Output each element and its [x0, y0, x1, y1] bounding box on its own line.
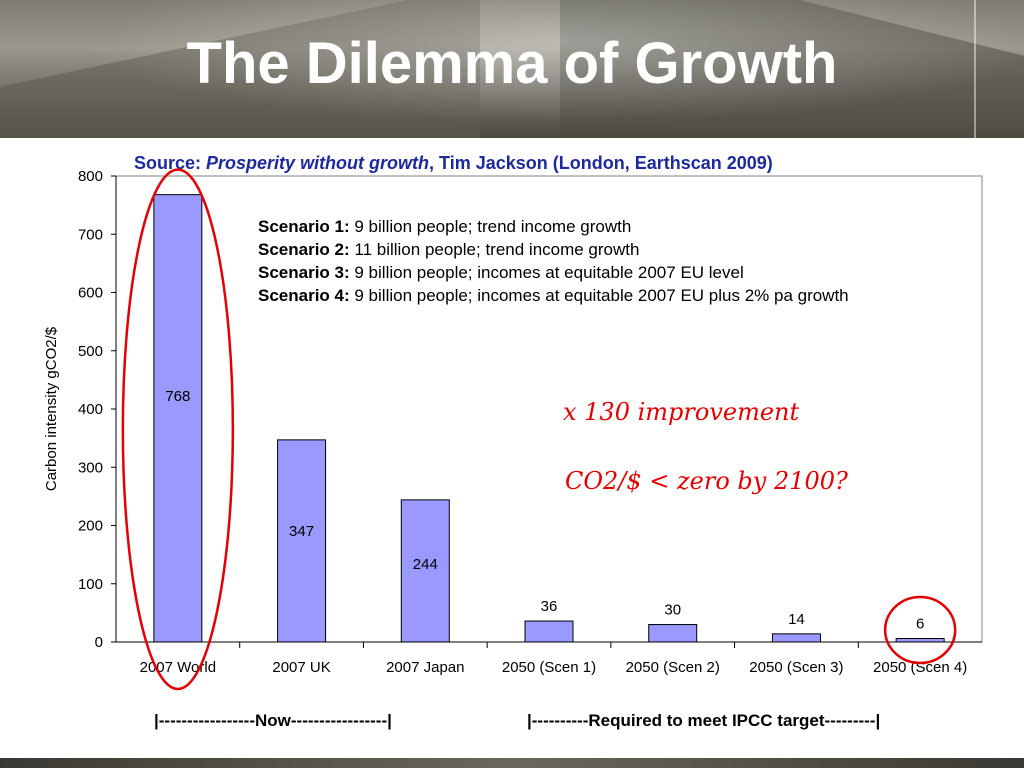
y-tick-label: 800: [78, 168, 103, 185]
y-tick-label: 100: [78, 576, 103, 593]
scenario-1-line: Scenario 1: 9 billion people; trend inco…: [258, 217, 631, 237]
question-annotation: CO2/$ < zero by 2100?: [565, 467, 848, 495]
scenario-2-label: Scenario 2:: [258, 240, 350, 259]
x-category-label: 2007 World: [140, 659, 216, 676]
footer-required: |----------Required to meet IPCC target-…: [527, 711, 881, 730]
y-tick-label: 400: [78, 401, 103, 418]
bottom-strip: [0, 758, 1024, 768]
banner-edge-line: [974, 0, 976, 138]
y-tick-label: 300: [78, 459, 103, 476]
y-tick-label: 500: [78, 343, 103, 360]
highlight-ellipses: [121, 168, 957, 691]
scenario-3-text: 9 billion people; incomes at equitable 2…: [349, 263, 744, 282]
bar: [771, 633, 821, 643]
scenario-4-label: Scenario 4:: [258, 286, 350, 305]
category-labels: 2007 World 2007 UK 2007 Japan 2050 (Scen 1)…: [140, 659, 968, 676]
y-tick-label: 0: [95, 634, 103, 651]
y-tick-label: 700: [78, 226, 103, 243]
x-category-label: 2050 (Scen 1): [502, 659, 596, 676]
data-labels: 768 347 244 36 30 14 6: [165, 388, 924, 633]
data-label: 6: [916, 616, 924, 633]
sky-haze: [0, 0, 1024, 138]
data-label: 768: [165, 388, 190, 405]
bar: [153, 194, 203, 643]
footer-now: |-----------------Now-----------------|: [154, 711, 392, 730]
data-label: 30: [664, 602, 681, 619]
title-text: The Dilemma of Growth: [186, 31, 838, 96]
data-label: 14: [788, 611, 805, 628]
x-category-label: 2007 UK: [272, 659, 330, 676]
highlight-ellipse: [883, 595, 957, 665]
bar: [895, 638, 945, 643]
plot-area: [115, 175, 983, 643]
source-citation: Source: Prosperity without growth, Tim J…: [134, 153, 773, 174]
bar: [648, 624, 698, 643]
source-prefix: Source:: [134, 153, 207, 173]
scenario-4-line: Scenario 4: 9 billion people; incomes at…: [258, 286, 849, 306]
y-tick-label: 200: [78, 518, 103, 535]
x-category-label: 2007 Japan: [386, 659, 464, 676]
scenario-4-text: 9 billion people; incomes at equitable 2…: [349, 286, 849, 305]
y-axis-label: Carbon intensity gCO2/$: [43, 326, 60, 491]
x-category-label: 2050 (Scen 3): [749, 659, 843, 676]
source-book-title: Prosperity without growth: [206, 153, 430, 173]
scenario-3-line: Scenario 3: 9 billion people; incomes at…: [258, 263, 744, 283]
header-banner: [0, 0, 1024, 138]
y-tick-label: 600: [78, 285, 103, 302]
scenario-1-label: Scenario 1:: [258, 217, 350, 236]
improvement-annotation: x 130 improvement: [563, 398, 800, 426]
x-category-label: 2050 (Scen 4): [873, 659, 967, 676]
data-label: 36: [541, 598, 558, 615]
scenario-2-line: Scenario 2: 11 billion people; trend inc…: [258, 240, 639, 260]
scenario-3-label: Scenario 3:: [258, 263, 350, 282]
y-ticks: 0 100 200 300 400 500 600 700 800: [78, 168, 116, 651]
bar: [524, 620, 574, 643]
x-category-label: 2050 (Scen 2): [626, 659, 720, 676]
page-title: The Dilemma of Growth: [0, 30, 1024, 97]
data-label: 347: [289, 523, 314, 540]
data-label: 244: [413, 556, 438, 573]
bar: [277, 439, 327, 643]
source-suffix: , Tim Jackson (London, Earthscan 2009): [429, 153, 773, 173]
bars: [153, 194, 945, 643]
highlight-ellipse: [121, 168, 235, 691]
bar: [400, 499, 450, 643]
scenario-2-text: 11 billion people; trend income growth: [349, 240, 640, 259]
scenario-1-text: 9 billion people; trend income growth: [349, 217, 632, 236]
